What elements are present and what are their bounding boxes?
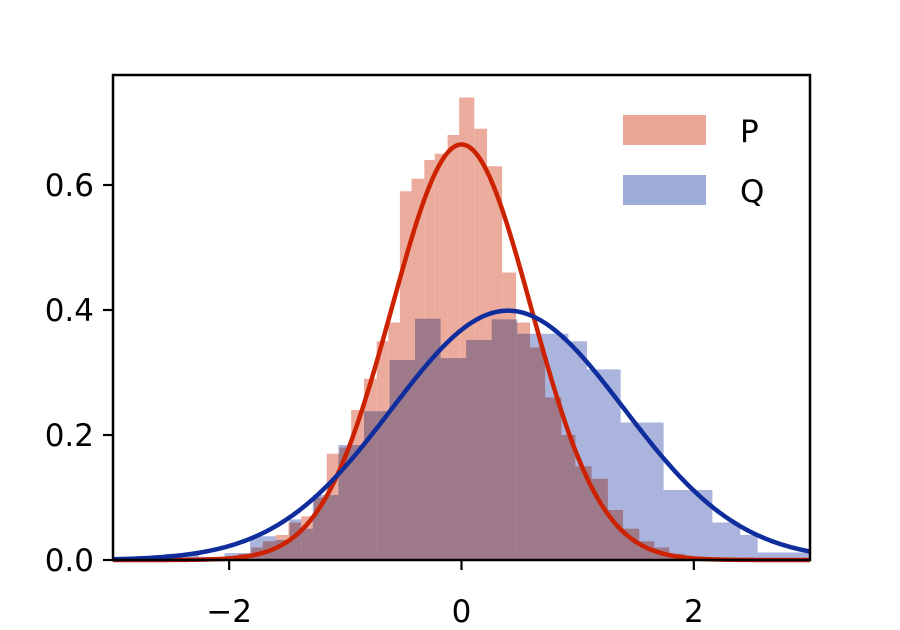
y-tick-label: 0.2 bbox=[45, 418, 94, 454]
histogram-bar-q bbox=[620, 422, 664, 560]
histogram-q bbox=[165, 318, 810, 561]
x-axis: −2 0 2 bbox=[206, 560, 704, 630]
histogram-bar-q bbox=[517, 333, 543, 560]
histogram-bar-q bbox=[440, 358, 467, 561]
y-tick-label: 0.0 bbox=[45, 543, 94, 579]
histogram-bar-q bbox=[466, 340, 492, 560]
histogram-bar-q bbox=[757, 552, 810, 560]
x-tick-label: −2 bbox=[206, 594, 252, 630]
histogram-bar-q bbox=[389, 360, 416, 560]
legend: PQ bbox=[623, 114, 764, 210]
legend-swatch-q bbox=[623, 175, 706, 205]
y-tick-label: 0.4 bbox=[45, 293, 94, 329]
y-tick-label: 0.6 bbox=[45, 168, 94, 204]
histogram-bar-q bbox=[363, 411, 390, 560]
y-axis: 0.0 0.2 0.4 0.6 bbox=[45, 168, 113, 579]
histogram-bar-p bbox=[447, 135, 460, 560]
histogram-bar-q bbox=[740, 535, 758, 560]
density-curve-p bbox=[113, 142, 810, 563]
legend-label-q: Q bbox=[740, 174, 764, 210]
legend-label-p: P bbox=[740, 114, 759, 150]
density-curve-q bbox=[112, 308, 811, 562]
x-tick-label: 0 bbox=[452, 594, 472, 630]
legend-swatch-p bbox=[623, 115, 706, 145]
x-tick-label: 2 bbox=[684, 594, 704, 630]
histogram-bar-q bbox=[712, 522, 741, 560]
histogram-bar-q bbox=[415, 318, 441, 560]
plot-area bbox=[112, 97, 811, 563]
histogram-bar-q bbox=[586, 369, 621, 561]
histogram-bar-q bbox=[491, 319, 518, 561]
histogram-bar-q bbox=[301, 528, 313, 560]
histogram-bar-q bbox=[312, 495, 339, 560]
histogram-bar-q bbox=[289, 519, 302, 561]
